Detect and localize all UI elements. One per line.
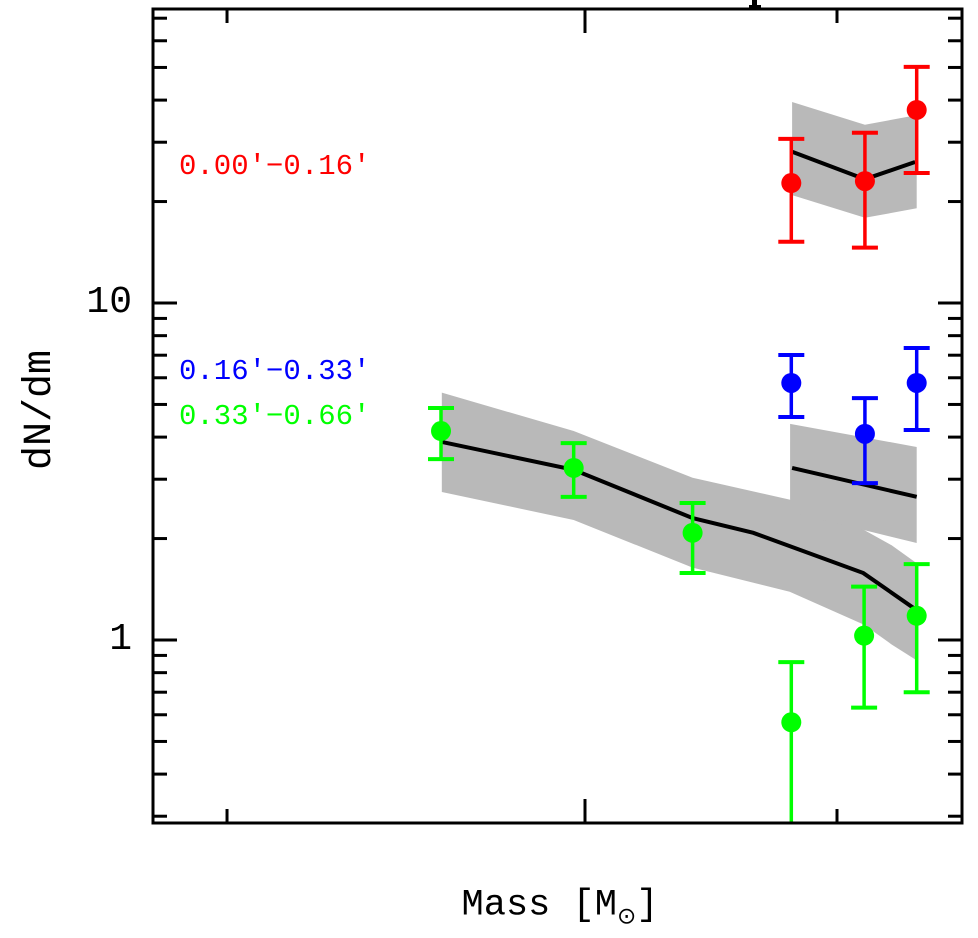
green-data-point — [563, 457, 584, 478]
x-axis-label-text: Mass [M — [461, 884, 617, 927]
red-data-point — [854, 171, 875, 192]
legend-item-bin1: 0.00'−0.16' — [179, 150, 371, 183]
y-axis-label: dN/dm — [18, 349, 63, 471]
solar-mass-symbol: ⊙ — [616, 903, 637, 930]
green-data-point — [781, 712, 802, 733]
green-fit-line — [441, 439, 915, 610]
green-confidence-band — [441, 392, 917, 661]
legend-item-bin2: 0.16'−0.33' — [179, 355, 371, 388]
blue-data-point — [906, 372, 927, 393]
x-axis-label-bracket: ] — [636, 884, 659, 927]
y-tick-label-10: 10 — [86, 281, 132, 324]
y-tick-label-1: 1 — [109, 618, 132, 661]
red-confidence-band — [792, 101, 917, 218]
green-data-point — [906, 605, 927, 626]
clipped-title-fragment — [752, 0, 757, 7]
plot-frame — [151, 7, 964, 825]
green-data-point — [854, 625, 875, 646]
red-data-point — [906, 99, 927, 120]
blue-data-point — [781, 372, 802, 393]
clipped-title-fragment — [749, 5, 761, 8]
red-data-point — [781, 173, 802, 194]
blue-data-point — [854, 423, 875, 444]
green-data-point — [682, 522, 703, 543]
legend-item-bin3: 0.33'−0.66' — [179, 400, 371, 433]
green-data-point — [431, 421, 452, 442]
x-axis-label: Mass [M⊙] — [462, 885, 659, 938]
